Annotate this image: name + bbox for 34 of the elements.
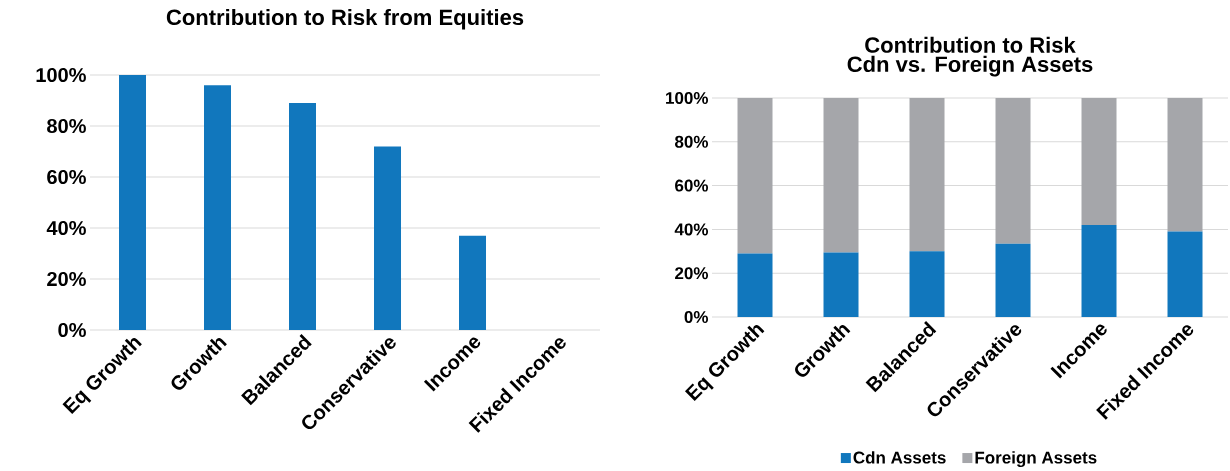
- bar: [1167, 231, 1203, 317]
- y-tick-label: 80%: [47, 118, 86, 134]
- y-tick-label: 60%: [47, 169, 86, 185]
- y-tick-label: 20%: [675, 267, 709, 280]
- y-tick-label: 20%: [47, 271, 86, 287]
- y-tick-label: 40%: [46, 220, 86, 236]
- bar: [823, 252, 859, 317]
- y-tick-label: 0%: [684, 310, 709, 324]
- bar: [995, 98, 1031, 244]
- bar: [1167, 98, 1203, 232]
- bar: [823, 98, 859, 253]
- y-tick-label: 60%: [675, 179, 709, 192]
- legend-label: Cdn Assets: [853, 451, 946, 464]
- bar: [1081, 98, 1117, 226]
- bar: [909, 98, 945, 252]
- chart-subtitle: Cdn vs. Foreign Assets: [847, 55, 1093, 77]
- bar: [204, 85, 231, 330]
- chart-title: Contribution to Risk: [865, 36, 1076, 53]
- chart-title: Contribution to Risk from Equities: [166, 8, 524, 30]
- legend-label: Foreign Assets: [975, 451, 1097, 468]
- bar: [459, 235, 487, 330]
- bar: [119, 75, 146, 330]
- bar: [374, 146, 401, 330]
- y-tick-label: 100%: [666, 91, 709, 105]
- bar: [289, 103, 316, 330]
- bar: [737, 253, 773, 317]
- y-tick-label: 0%: [58, 322, 86, 338]
- y-tick-label: 80%: [674, 135, 709, 148]
- bar: [737, 98, 773, 254]
- y-tick-label: 40%: [674, 223, 709, 236]
- bar: [995, 243, 1031, 317]
- bar: [1081, 225, 1117, 317]
- y-tick-label: 100%: [36, 67, 86, 83]
- bar: [909, 251, 945, 317]
